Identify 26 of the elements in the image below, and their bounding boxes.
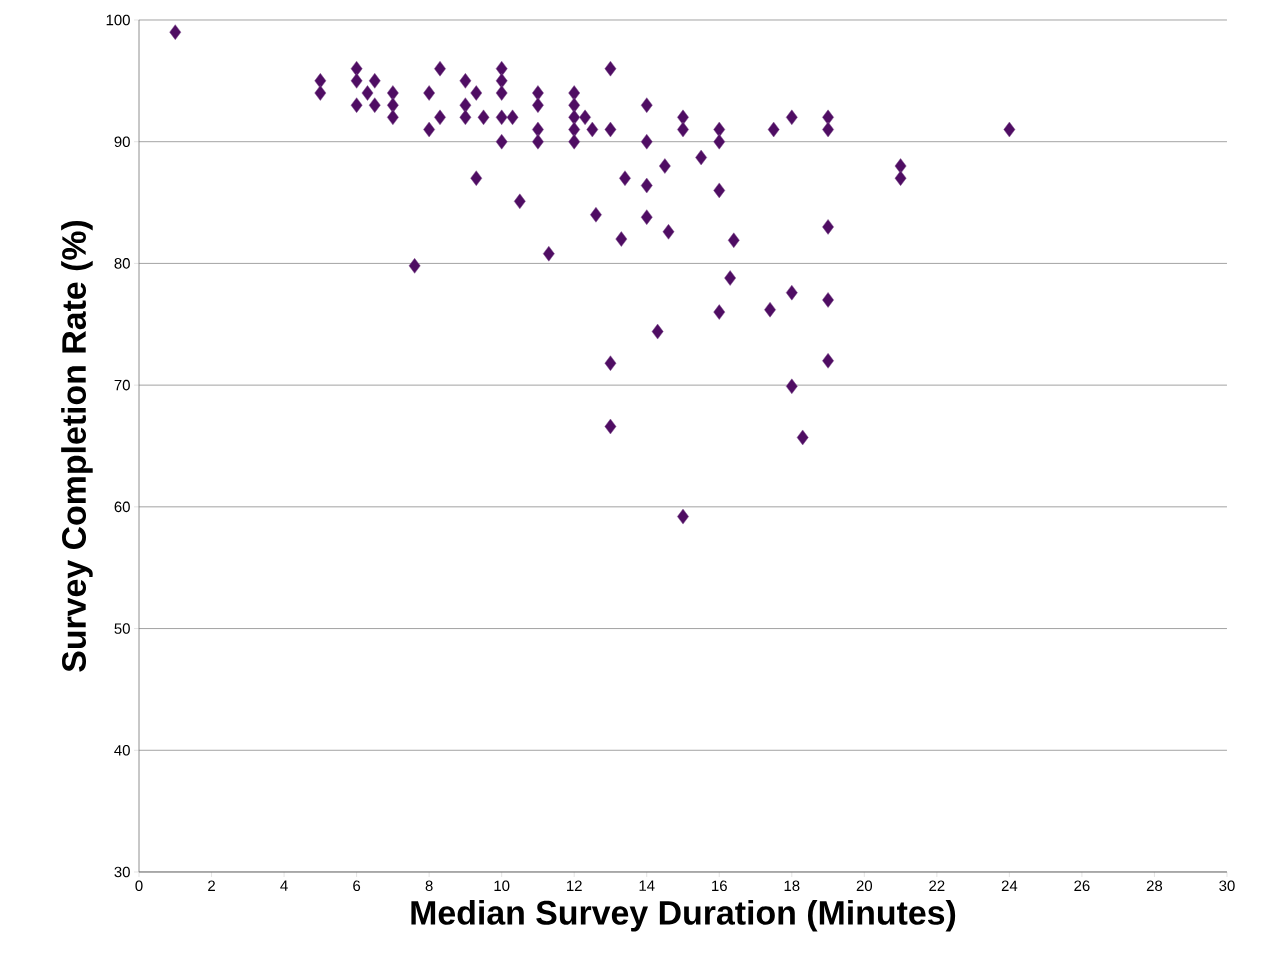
y-tick-label: 70: [114, 379, 130, 391]
y-tick-label: 80: [114, 258, 130, 269]
x-tick-label: 30: [1219, 880, 1235, 892]
y-tick-label: 100: [106, 14, 130, 26]
x-tick-label: 6: [353, 880, 361, 892]
y-tick-label: 30: [114, 866, 130, 878]
x-tick-label: 10: [494, 880, 510, 892]
x-axis-title: Median Survey Duration (Minutes): [411, 899, 956, 932]
x-tick-label: 2: [208, 880, 215, 891]
x-tick-label: 4: [280, 880, 288, 891]
x-tick-label: 12: [567, 880, 582, 891]
x-tick-label: 16: [712, 880, 727, 892]
x-tick-label: 14: [639, 880, 655, 891]
x-tick-label: 28: [1146, 880, 1163, 892]
x-tick-label: 26: [1074, 880, 1090, 892]
y-tick-label: 50: [114, 623, 130, 634]
y-tick-label: 40: [114, 744, 130, 756]
y-axis-title: Survey Completion Rate (%): [61, 220, 93, 672]
x-tick-label: 20: [856, 880, 873, 892]
y-tick-label: 90: [114, 136, 130, 147]
x-tick-label: 0: [135, 880, 143, 892]
x-tick-label: 18: [784, 880, 800, 892]
x-tick-label: 8: [425, 880, 433, 892]
y-tick-label: 60: [114, 501, 130, 513]
x-tick-label: 22: [929, 880, 945, 891]
x-tick-label: 24: [1001, 880, 1018, 891]
